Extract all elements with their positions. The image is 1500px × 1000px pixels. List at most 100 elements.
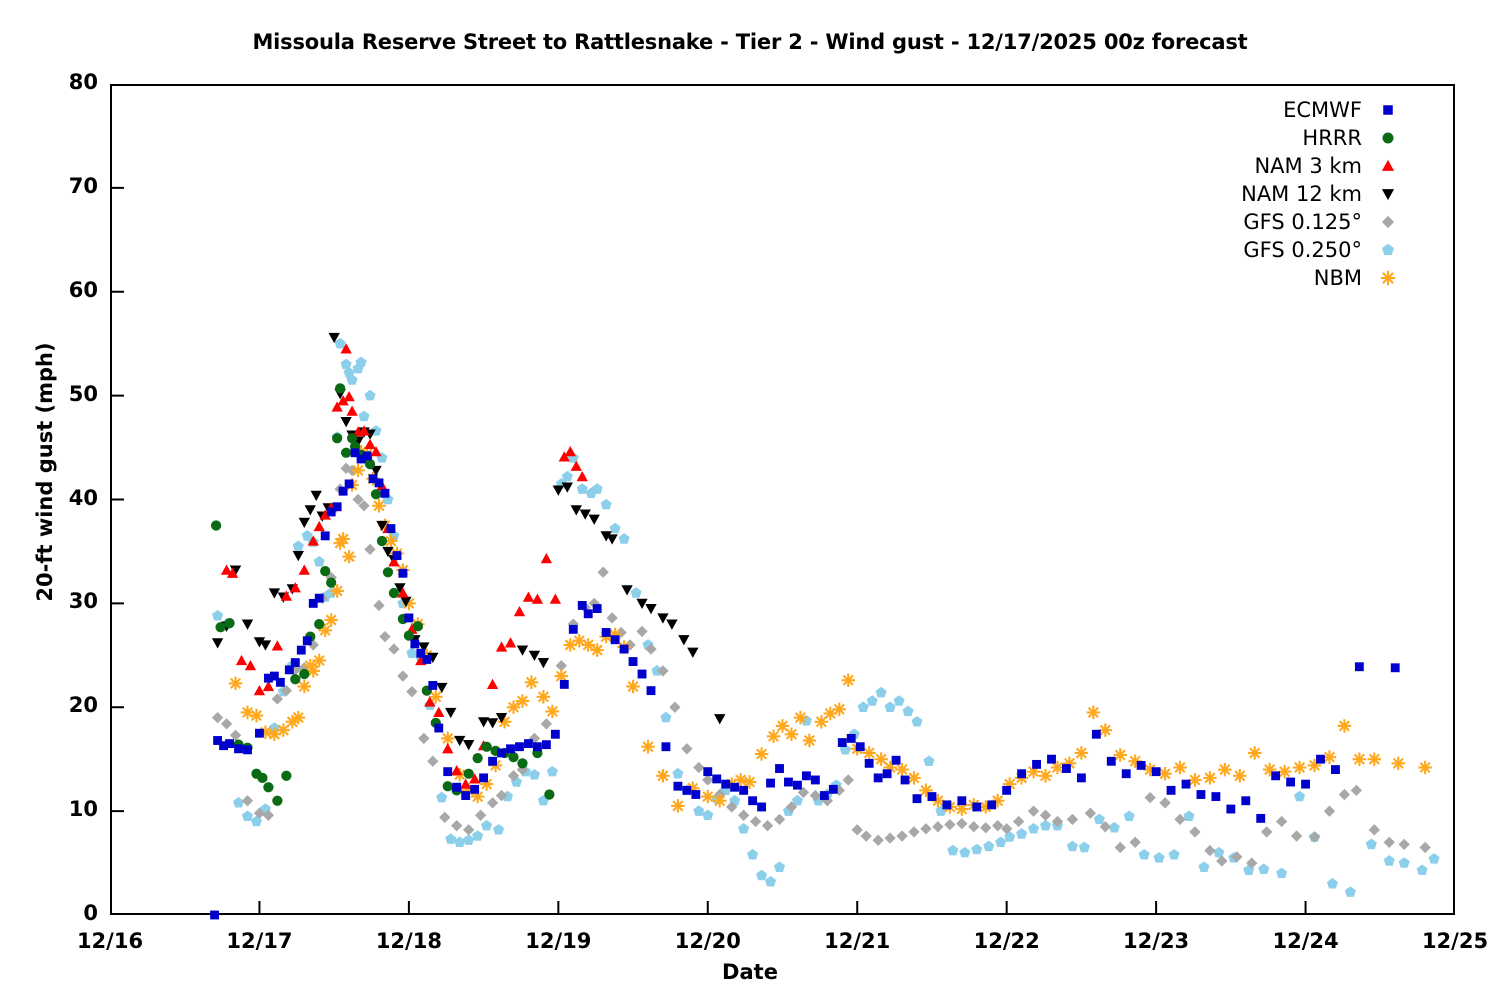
data-point bbox=[215, 622, 226, 633]
data-point bbox=[895, 762, 909, 777]
data-point bbox=[412, 621, 423, 632]
data-point bbox=[331, 401, 343, 412]
data-point bbox=[513, 606, 526, 617]
data-point bbox=[392, 551, 402, 561]
data-point bbox=[289, 582, 301, 593]
data-point bbox=[276, 723, 291, 737]
data-point bbox=[1074, 746, 1089, 760]
legend-item-nam-12-km[interactable]: NAM 12 km bbox=[1190, 180, 1400, 208]
data-point bbox=[900, 775, 910, 785]
data-point bbox=[314, 619, 325, 630]
data-point bbox=[1276, 867, 1288, 879]
data-point bbox=[454, 836, 466, 848]
data-point bbox=[358, 500, 370, 512]
data-point bbox=[1338, 788, 1351, 801]
data-point bbox=[907, 771, 921, 785]
data-point bbox=[693, 761, 705, 774]
data-point bbox=[290, 674, 301, 685]
data-point bbox=[1138, 848, 1150, 860]
data-point bbox=[436, 682, 448, 694]
data-point bbox=[1158, 766, 1172, 781]
data-point bbox=[1211, 792, 1221, 802]
legend-item-ecmwf[interactable]: ECMWF bbox=[1190, 96, 1400, 124]
data-point bbox=[862, 746, 876, 760]
y-tick-label: 60 bbox=[68, 277, 98, 302]
data-point bbox=[957, 796, 967, 806]
data-point bbox=[636, 598, 648, 610]
data-point bbox=[506, 700, 521, 714]
data-point bbox=[364, 438, 376, 450]
data-point bbox=[555, 660, 567, 672]
data-point bbox=[1337, 719, 1352, 733]
data-point bbox=[219, 741, 229, 751]
data-point bbox=[784, 777, 793, 787]
data-point bbox=[1166, 785, 1176, 795]
data-point bbox=[592, 604, 602, 613]
data-point bbox=[766, 778, 775, 788]
data-point bbox=[234, 744, 243, 754]
data-point bbox=[536, 690, 551, 704]
data-point bbox=[406, 647, 418, 658]
data-point bbox=[645, 603, 657, 615]
data-point bbox=[346, 405, 358, 416]
data-point bbox=[855, 742, 865, 752]
data-point bbox=[1038, 769, 1053, 783]
data-point bbox=[851, 824, 863, 836]
data-point bbox=[597, 566, 609, 578]
data-point bbox=[1047, 754, 1056, 764]
data-point bbox=[773, 861, 786, 872]
data-point bbox=[1091, 729, 1101, 739]
legend-item-hrrr[interactable]: HRRR bbox=[1190, 124, 1400, 152]
data-point bbox=[262, 680, 275, 692]
y-tick-label: 70 bbox=[68, 173, 98, 198]
data-point bbox=[992, 819, 1004, 832]
data-point bbox=[488, 756, 498, 766]
data-point bbox=[564, 446, 576, 457]
data-point bbox=[559, 679, 569, 689]
data-point bbox=[1076, 773, 1086, 783]
data-point bbox=[884, 832, 896, 844]
data-point bbox=[1027, 805, 1040, 817]
legend-item-gfs-0-250[interactable]: GFS 0.250° bbox=[1190, 236, 1400, 264]
legend-item-nbm[interactable]: NBM bbox=[1190, 264, 1400, 292]
y-tick-label: 30 bbox=[68, 589, 98, 614]
data-point bbox=[397, 587, 409, 598]
data-point bbox=[364, 459, 376, 470]
data-point bbox=[460, 778, 472, 789]
data-point bbox=[229, 729, 242, 741]
data-point bbox=[600, 498, 612, 510]
legend-item-nam-3-km[interactable]: NAM 3 km bbox=[1190, 152, 1400, 180]
data-point bbox=[224, 617, 235, 629]
data-point bbox=[691, 790, 701, 799]
data-point bbox=[290, 658, 300, 668]
data-point bbox=[344, 479, 354, 489]
data-point bbox=[263, 673, 273, 683]
data-point bbox=[987, 800, 997, 810]
data-point bbox=[1129, 836, 1141, 848]
data-point bbox=[292, 540, 304, 551]
data-point bbox=[253, 637, 266, 648]
data-point bbox=[263, 782, 274, 793]
data-point bbox=[376, 520, 388, 532]
legend-item-gfs-0-125[interactable]: GFS 0.125° bbox=[1190, 208, 1400, 236]
data-point bbox=[451, 819, 463, 832]
data-point bbox=[440, 731, 455, 746]
data-point bbox=[362, 451, 372, 461]
data-point bbox=[210, 910, 220, 920]
data-point bbox=[748, 796, 758, 806]
data-point bbox=[1203, 771, 1217, 785]
data-point bbox=[463, 768, 474, 779]
data-point bbox=[721, 779, 731, 789]
data-point bbox=[1204, 844, 1216, 857]
data-point bbox=[610, 635, 620, 645]
data-point bbox=[737, 809, 750, 821]
y-tick-label: 50 bbox=[68, 381, 98, 406]
data-point bbox=[1294, 790, 1306, 802]
data-point bbox=[472, 830, 484, 841]
data-point bbox=[661, 742, 671, 752]
y-tick-label: 0 bbox=[83, 901, 98, 925]
data-point bbox=[241, 619, 254, 630]
data-point bbox=[472, 753, 483, 764]
data-point bbox=[576, 483, 588, 494]
